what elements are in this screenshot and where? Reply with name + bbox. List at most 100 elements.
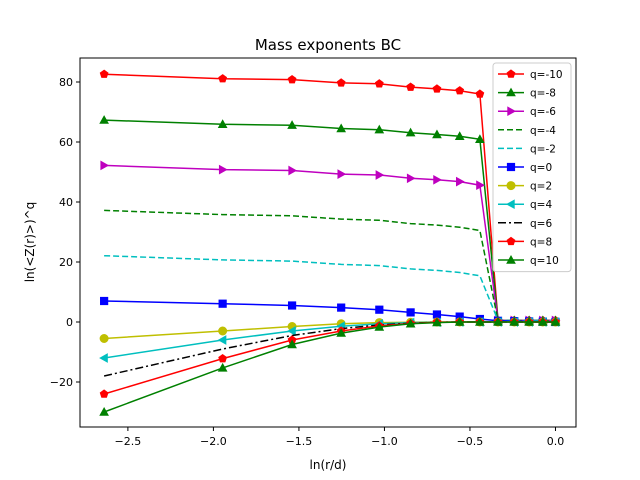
data-point [99,69,109,78]
data-point [455,86,465,95]
data-point [475,89,485,98]
data-point [405,127,416,137]
x-tick-label: −2.5 [115,435,142,448]
x-axis-label: ln(r/d) [310,458,347,472]
legend-marker [505,199,515,210]
legend-entry-qneg4: q=-4 [498,125,556,137]
data-point [218,353,228,363]
legend-entry-q10: q=10 [498,254,559,267]
data-point [406,82,416,91]
legend-entry-qneg10: q=-10 [498,69,563,81]
legend-label: q=-10 [530,69,563,81]
x-tick-label: −0.5 [457,435,484,448]
data-point [217,362,228,372]
y-tick-label: −20 [50,376,73,389]
y-tick-label: 40 [59,196,73,209]
data-point [99,115,109,124]
data-point [217,119,228,128]
data-point [374,124,385,134]
series-layer [99,69,561,416]
data-point [537,316,548,326]
data-point [433,174,442,185]
data-point [374,322,385,331]
legend: q=-10 q=-8 q=-6 q=-4 q=-2 q=0 q=2 q=4 q=6 q=8 q=10 [492,62,572,273]
data-point [375,170,385,180]
data-point [455,176,465,187]
data-point [99,353,108,363]
data-point [375,305,384,314]
data-point [476,180,485,191]
legend-entry-q6: q=6 [498,218,552,230]
data-point [550,316,561,326]
legend-entry-qneg8: q=-8 [498,87,556,100]
y-axis-label: ln(<Z(r)>)^q [23,202,37,283]
data-point [374,79,384,88]
data-point [475,316,485,326]
y-tick-label: 80 [59,76,73,89]
data-point [288,165,298,176]
legend-label: q=6 [530,218,552,230]
plot-border [79,57,577,428]
data-point [287,301,297,310]
data-point [218,326,228,336]
data-point [218,164,228,175]
data-point [100,296,109,306]
data-point [405,318,416,328]
legend-marker [507,106,517,117]
data-point [509,316,520,326]
legend-label: q=10 [530,255,559,267]
data-point [287,326,296,336]
data-point [218,74,228,83]
legend-label: q=-4 [530,125,556,137]
data-point [336,78,346,87]
legend-marker [506,69,516,78]
data-point [336,328,347,337]
legend-label: q=-6 [530,106,556,118]
data-point [454,316,465,326]
legend-label: q=2 [530,181,552,193]
x-tick-label: 0.0 [547,435,565,448]
legend-entry-qneg6: q=-6 [498,106,556,118]
y-tick-label: 0 [66,316,73,329]
data-point [337,169,347,179]
legend-marker [506,254,516,264]
legend-box [492,62,572,273]
data-point [432,129,442,139]
legend-label: q=-8 [530,88,556,100]
data-point [287,74,297,84]
data-point [99,406,109,416]
y-tick-label: 20 [59,256,73,269]
x-tick-label: −1.5 [286,435,313,448]
data-point [406,308,415,317]
data-point [406,173,416,184]
data-point [432,310,442,319]
data-point [287,120,297,129]
legend-entry-q2: q=2 [498,181,552,193]
data-point [99,334,109,343]
y-tick-label: 60 [59,136,73,149]
data-point [493,316,503,326]
data-point [287,339,297,349]
x-tick-label: −1.0 [371,435,398,448]
legend-marker [506,181,516,191]
x-tick-label: −2.0 [200,435,227,448]
data-point [336,123,347,133]
legend-label: q=-2 [530,143,556,155]
legend-label: q=4 [530,199,552,211]
legend-label: q=0 [530,162,552,174]
data-point [475,134,485,143]
data-point [218,299,227,308]
data-point [432,317,442,327]
legend-label: q=8 [530,236,552,248]
legend-entry-q0: q=0 [498,162,552,174]
chart-title: Mass exponents BC [255,36,401,54]
legend-marker [506,87,516,97]
legend-entry-q8: q=8 [498,236,552,248]
data-point [337,303,346,312]
data-point [524,316,534,326]
data-point [217,335,227,345]
legend-entry-q4: q=4 [498,199,552,211]
legend-marker [506,236,516,246]
data-point [99,389,109,398]
